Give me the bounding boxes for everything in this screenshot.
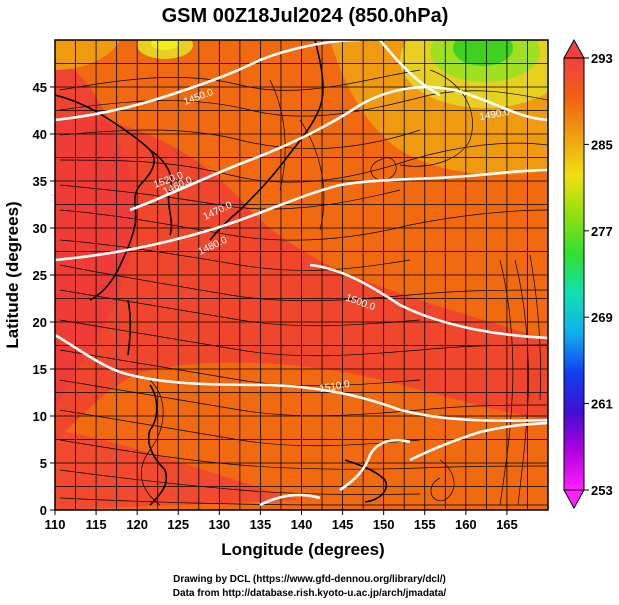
contour-1520 <box>55 333 548 422</box>
colorbar-tick-label: 261 <box>591 397 613 412</box>
colorbar-tick-label: 269 <box>591 310 613 325</box>
y-axis-label: Latitude (degrees) <box>3 201 22 348</box>
y-tick-label: 10 <box>33 409 47 424</box>
y-tick-label: 30 <box>33 221 47 236</box>
cold-region-core <box>453 40 513 66</box>
y-tick-label: 5 <box>40 456 47 471</box>
x-tick-label: 150 <box>373 517 395 532</box>
contour-1450 <box>55 40 361 122</box>
x-axis-label: Longitude (degrees) <box>221 540 384 559</box>
coastline-japan <box>209 40 324 241</box>
x-tick-label: 165 <box>496 517 518 532</box>
x-tick-label: 145 <box>332 517 354 532</box>
contour-label-1490: 1490.0 <box>479 107 511 123</box>
y-tick-label: 15 <box>33 362 47 377</box>
wind-streamlines <box>59 69 548 506</box>
graticule-grid <box>55 40 548 510</box>
colorbar: 253 261 269 277 285 293 <box>563 38 613 510</box>
colorbar-bar <box>563 57 585 491</box>
colorbar-tick-label: 277 <box>591 224 613 239</box>
x-tick-label: 155 <box>414 517 436 532</box>
coastline-taiwan <box>127 299 132 356</box>
contour-northeast <box>378 40 441 97</box>
colorbar-tick-label: 285 <box>591 137 613 152</box>
colorbar-bottom-arrow <box>563 489 585 510</box>
x-tick-label: 110 <box>45 517 66 532</box>
y-tick-label: 40 <box>33 127 47 142</box>
height-contours <box>55 40 548 507</box>
x-tick-label: 140 <box>291 517 313 532</box>
x-tick-label: 160 <box>455 517 477 532</box>
coastline-pacific-island <box>344 459 387 503</box>
coastlines <box>55 40 387 506</box>
coastline-china <box>55 94 155 301</box>
colorbar-top-arrow <box>563 38 585 59</box>
x-tick-label: 120 <box>126 517 148 532</box>
x-tick-label: 125 <box>167 517 189 532</box>
colorbar-ticks: 253 261 269 277 285 293 <box>584 51 613 498</box>
colorbar-tick-label: 293 <box>591 51 613 66</box>
longitude-axis: 110 115 120 125 130 135 140 145 150 155 160 165 <box>45 510 518 532</box>
contour-1510 <box>259 493 321 507</box>
coastline-korea <box>149 149 173 236</box>
colorbar-tick-label: 253 <box>591 483 613 498</box>
contour-label-1510: 1510.0 <box>319 379 351 395</box>
y-tick-label: 45 <box>33 80 47 95</box>
contour-1480 <box>339 438 411 492</box>
x-tick-label: 135 <box>250 517 272 532</box>
contour-1490 <box>409 421 548 462</box>
coastline-philippines <box>147 384 168 506</box>
contour-1460 <box>129 85 548 212</box>
credit-drawing: Drawing by DCL (https://www.gfd-dennou.o… <box>173 574 446 585</box>
contour-1500 <box>309 263 548 340</box>
plot-area: 1450.0 1460.0 1470.0 1480.0 1490.0 1500.… <box>55 40 548 510</box>
y-tick-label: 0 <box>40 503 47 518</box>
y-tick-label: 35 <box>33 174 47 189</box>
x-tick-label: 115 <box>86 517 107 532</box>
cool-patch-northwest-core <box>151 40 179 50</box>
latitude-axis: 0 5 10 15 20 25 30 35 40 45 <box>33 80 55 518</box>
chart-title: GSM 00Z18Jul2024 (850.0hPa) <box>162 5 449 27</box>
credit-data: Data from http://database.rish.kyoto-u.a… <box>172 588 447 599</box>
cool-patch-corner <box>55 40 120 70</box>
y-tick-label: 20 <box>33 315 47 330</box>
y-tick-label: 25 <box>33 268 47 283</box>
x-tick-label: 130 <box>208 517 230 532</box>
contour-1470 <box>55 168 548 262</box>
